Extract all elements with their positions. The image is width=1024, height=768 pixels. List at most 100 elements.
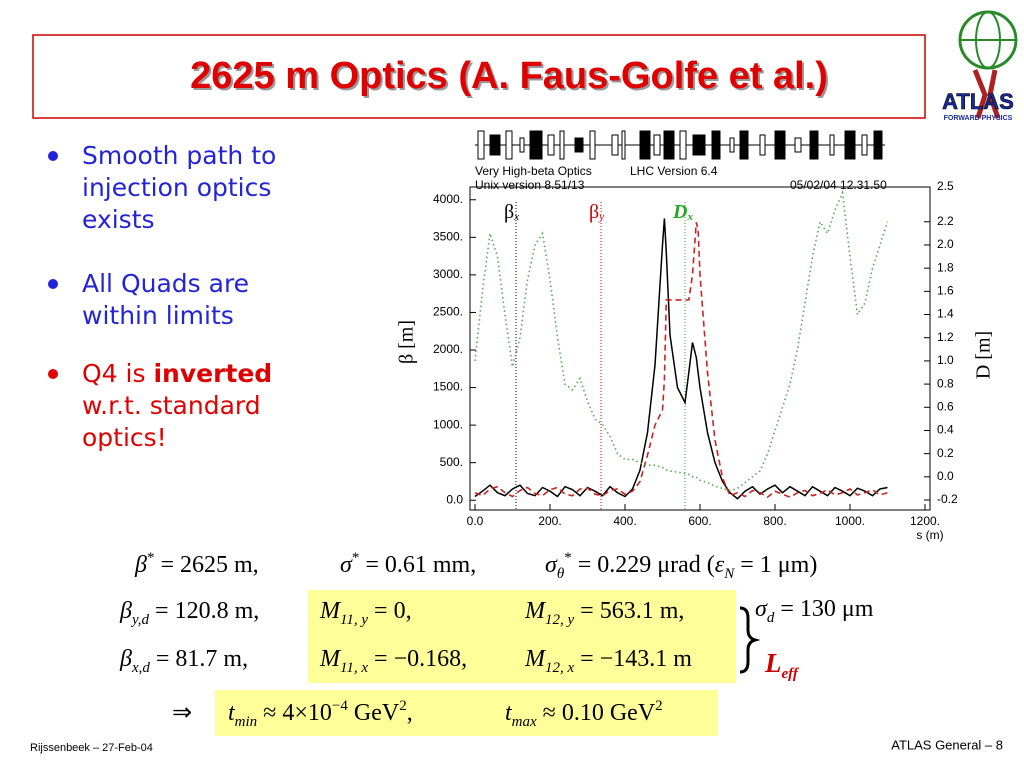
equation-part: θ <box>556 566 565 582</box>
x-tick-label: 400. <box>613 514 636 528</box>
bullet-text: Q4 is inverted w.r.t. standard optics! <box>82 358 325 454</box>
annotation-sub: x <box>513 211 519 223</box>
chart-header: Unix version 8.51/13 <box>475 178 585 192</box>
footer-left: Rijssenbeek – 27-Feb-04 <box>30 742 153 754</box>
series-line <box>474 218 888 500</box>
logo-text: ATLAS <box>942 89 1014 114</box>
equation-part: β <box>120 598 132 624</box>
equation-term: βy,d = 120.8 m, <box>120 598 259 629</box>
equation-part: 12, y <box>545 612 575 628</box>
equation-part: 11, y <box>340 612 369 628</box>
lattice-element <box>861 134 868 156</box>
equation-part: = 0.61 mm, <box>359 552 477 578</box>
bullet-text: All Quads are within limits <box>82 268 325 332</box>
equation-part: * <box>146 550 155 566</box>
bullet-part: inverted <box>153 359 273 388</box>
highlight <box>308 590 736 683</box>
equation-part: ≈ 4×10 <box>257 700 332 726</box>
x-tick-label: 800. <box>763 514 786 528</box>
annotation-symbol: β <box>504 201 514 223</box>
bullet-dot <box>48 279 58 289</box>
lattice-element <box>679 130 687 160</box>
equation-part: , <box>406 700 413 726</box>
equation-part: 2 <box>655 698 663 714</box>
logo-subtext: FORWARD PHYSICS <box>944 115 1013 122</box>
equation-part: = 120.8 m, <box>149 598 260 624</box>
lattice-element <box>829 134 835 156</box>
equation-term: βx,d = 81.7 m, <box>120 646 248 677</box>
equation-part: 12, x <box>545 660 575 676</box>
annotation-sub: x <box>686 211 693 223</box>
lattice-element <box>574 137 584 153</box>
equation-part: min <box>234 714 258 730</box>
y2-tick-label: 1.2 <box>937 330 954 344</box>
equation-term: tmin ≈ 4×10−4 GeV2, <box>228 698 413 731</box>
equation-part: eff <box>781 666 798 682</box>
equation-part: = 2625 m, <box>154 552 259 578</box>
lattice-element <box>692 134 706 156</box>
y2-tick-label: 0.4 <box>937 423 954 437</box>
y-tick-label: 4000. <box>433 192 463 206</box>
equation-part: ≈ 0.10 GeV <box>536 700 656 726</box>
equation-part: ⇒ <box>172 700 193 726</box>
equation-part: β <box>135 552 147 578</box>
equation-part: * <box>351 550 360 566</box>
equation-part: * <box>564 550 572 566</box>
y2-axis-label: D [m] <box>973 331 995 379</box>
lattice-element <box>729 137 735 153</box>
annotation: βx <box>504 201 519 223</box>
bullet-item: All Quads are within limits <box>48 268 325 332</box>
equation-part: 11, x <box>340 660 369 676</box>
lattice-element <box>589 130 596 160</box>
equation-part: N <box>724 566 735 582</box>
lattice-element <box>529 130 543 160</box>
y-tick-label: 3500. <box>433 229 463 243</box>
y2-tick-label: 2.5 <box>937 179 954 193</box>
y2-tick-label: 0.6 <box>937 399 954 413</box>
footer-right: ATLAS General – 8 <box>891 737 1003 752</box>
x-tick-label: 600. <box>688 514 711 528</box>
equation-part: t <box>228 700 235 726</box>
y2-tick-label: 0.2 <box>937 446 954 460</box>
equation-term: M12, y = 563.1 m, <box>525 598 684 629</box>
title-shadow: 2625 m Optics (A. Faus-Golfe et al.) <box>192 57 830 99</box>
y2-tick-label: 1.8 <box>937 260 954 274</box>
equation-part: 2 <box>399 698 407 714</box>
highlight <box>215 690 718 736</box>
y-tick-label: 500. <box>440 455 463 469</box>
brace <box>739 606 761 674</box>
bullet-part: w.r.t. standard optics! <box>82 391 261 452</box>
y-tick-label: 3000. <box>433 267 463 281</box>
x-tick-label: 200. <box>538 514 561 528</box>
lattice-element <box>873 130 883 160</box>
equation-part: = 1 μm) <box>734 552 818 578</box>
equation-term: σd = 130 μm <box>755 596 873 627</box>
logo-figure <box>972 69 1001 119</box>
equation-part: ε <box>714 552 725 578</box>
equation-part: GeV <box>347 700 400 726</box>
annotation-symbol: D <box>672 201 687 223</box>
equation-term: tmax ≈ 0.10 GeV2 <box>505 698 663 731</box>
y2-tick-label: 1.6 <box>937 284 954 298</box>
series-line <box>474 189 889 492</box>
x-tick-label: 1200. <box>910 514 940 528</box>
lattice-element <box>505 130 513 160</box>
y-tick-label: 1000. <box>433 417 463 431</box>
equation-part: = −0.168, <box>368 646 468 672</box>
plot-frame <box>469 186 931 511</box>
bullet-text: Smooth path to injection optics exists <box>82 140 325 236</box>
equation-part: y,d <box>131 612 150 628</box>
y2-tick-label: 2.2 <box>937 214 954 228</box>
equation-part: σ <box>340 552 352 578</box>
equation-part: M <box>320 598 340 624</box>
chart-header: LHC Version 6.4 <box>630 164 718 178</box>
lattice-element <box>774 130 786 160</box>
lattice-element <box>639 130 651 160</box>
equation-term: σ* = 0.61 mm, <box>340 550 476 579</box>
bullet-part: All Quads are within limits <box>82 269 250 330</box>
bullet-dot <box>48 151 58 161</box>
title-box <box>32 34 926 119</box>
bullet-part: Smooth path to injection optics exists <box>82 141 277 234</box>
lattice-element <box>621 130 626 160</box>
